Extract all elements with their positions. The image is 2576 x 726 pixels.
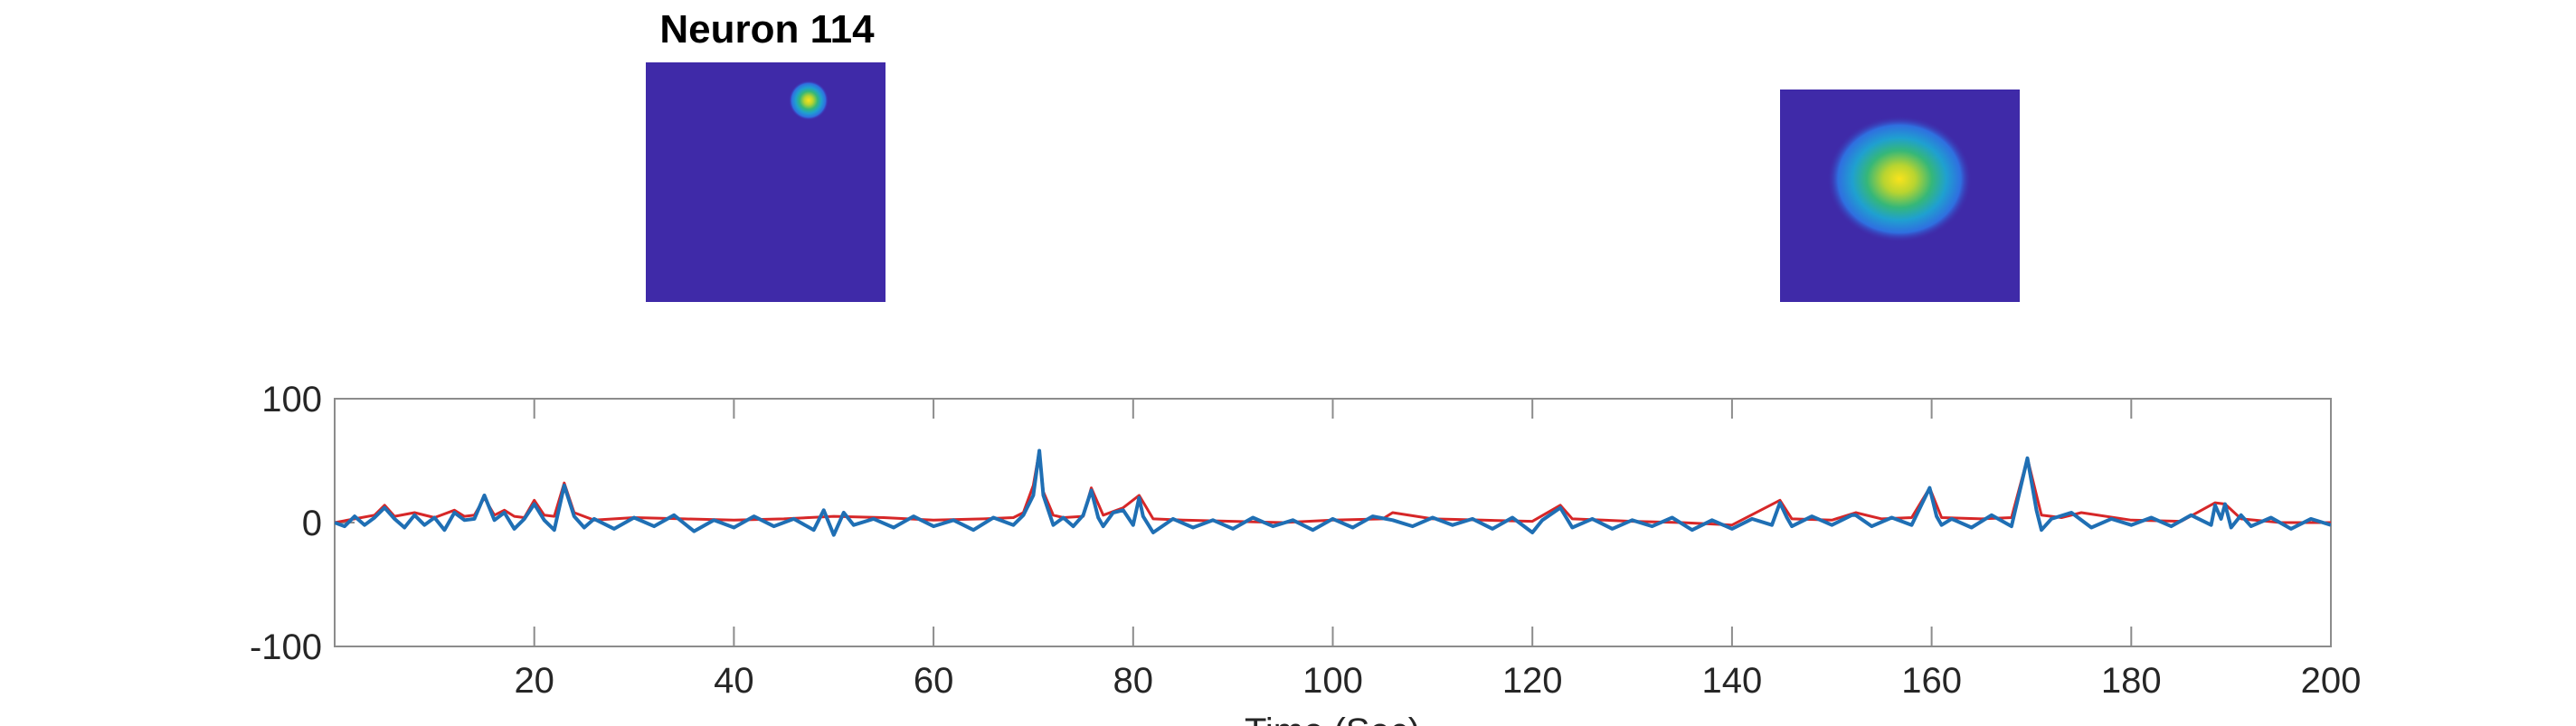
y-tick-label: 0 bbox=[302, 504, 322, 543]
x-axis-label: Time (Sec) bbox=[1245, 712, 1420, 726]
x-tick-label: 20 bbox=[514, 661, 554, 701]
series-line-red bbox=[335, 449, 2331, 527]
figure-title: Neuron 114 bbox=[659, 7, 875, 52]
spatial-footprint-full bbox=[646, 62, 886, 302]
x-tick-label: 100 bbox=[1302, 661, 1363, 701]
plot-area bbox=[334, 398, 2332, 647]
x-tick-label: 160 bbox=[1901, 661, 1962, 701]
x-axis: 20 40 60 80 100 120 140 160 180 200 bbox=[514, 399, 2361, 701]
trace-plot: 20 40 60 80 100 120 140 160 180 200 -100 0 100 Time… bbox=[250, 380, 2361, 726]
x-tick-label: 40 bbox=[714, 661, 754, 701]
x-tick-label: 140 bbox=[1702, 661, 1763, 701]
spatial-footprint-zoom bbox=[1780, 90, 2020, 302]
x-tick-label: 80 bbox=[1113, 661, 1154, 701]
y-axis: -100 0 100 bbox=[250, 380, 2331, 667]
y-tick-label: 100 bbox=[261, 380, 322, 420]
x-tick-label: 200 bbox=[2301, 661, 2362, 701]
y-tick-label: -100 bbox=[250, 627, 322, 667]
series-layer bbox=[335, 448, 2331, 537]
x-tick-label: 180 bbox=[2101, 661, 2162, 701]
x-tick-label: 120 bbox=[1502, 661, 1563, 701]
series-line-blue bbox=[335, 448, 2331, 537]
x-tick-label: 60 bbox=[914, 661, 954, 701]
